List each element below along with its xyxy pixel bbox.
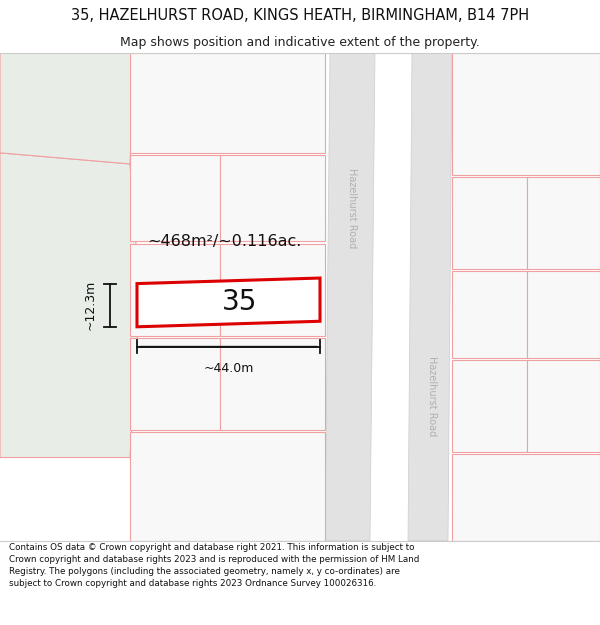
Text: Contains OS data © Crown copyright and database right 2021. This information is : Contains OS data © Crown copyright and d… xyxy=(9,543,419,588)
Text: ~44.0m: ~44.0m xyxy=(203,362,254,376)
Text: Hazelhurst Road: Hazelhurst Road xyxy=(347,168,357,248)
Text: Hazelhurst Road: Hazelhurst Road xyxy=(427,356,437,437)
Bar xyxy=(130,244,220,336)
Text: 35: 35 xyxy=(223,288,257,316)
Bar xyxy=(130,338,220,430)
Bar xyxy=(220,338,325,430)
Bar xyxy=(452,360,527,452)
Bar xyxy=(527,360,600,452)
Bar xyxy=(130,155,220,241)
Polygon shape xyxy=(137,278,320,327)
Bar xyxy=(452,53,600,175)
Polygon shape xyxy=(0,153,140,458)
Bar xyxy=(452,454,600,541)
Polygon shape xyxy=(325,53,375,541)
Polygon shape xyxy=(0,53,135,164)
Bar xyxy=(220,244,325,336)
Text: ~12.3m: ~12.3m xyxy=(83,280,97,330)
Text: 35, HAZELHURST ROAD, KINGS HEATH, BIRMINGHAM, B14 7PH: 35, HAZELHURST ROAD, KINGS HEATH, BIRMIN… xyxy=(71,8,529,23)
Text: ~468m²/~0.116ac.: ~468m²/~0.116ac. xyxy=(147,234,301,249)
Text: Map shows position and indicative extent of the property.: Map shows position and indicative extent… xyxy=(120,36,480,49)
Bar xyxy=(130,53,325,153)
Polygon shape xyxy=(408,53,452,541)
Bar xyxy=(220,155,325,241)
Bar xyxy=(452,177,527,269)
Bar xyxy=(130,432,325,541)
Bar xyxy=(527,177,600,269)
Bar xyxy=(452,271,527,358)
Bar xyxy=(527,271,600,358)
